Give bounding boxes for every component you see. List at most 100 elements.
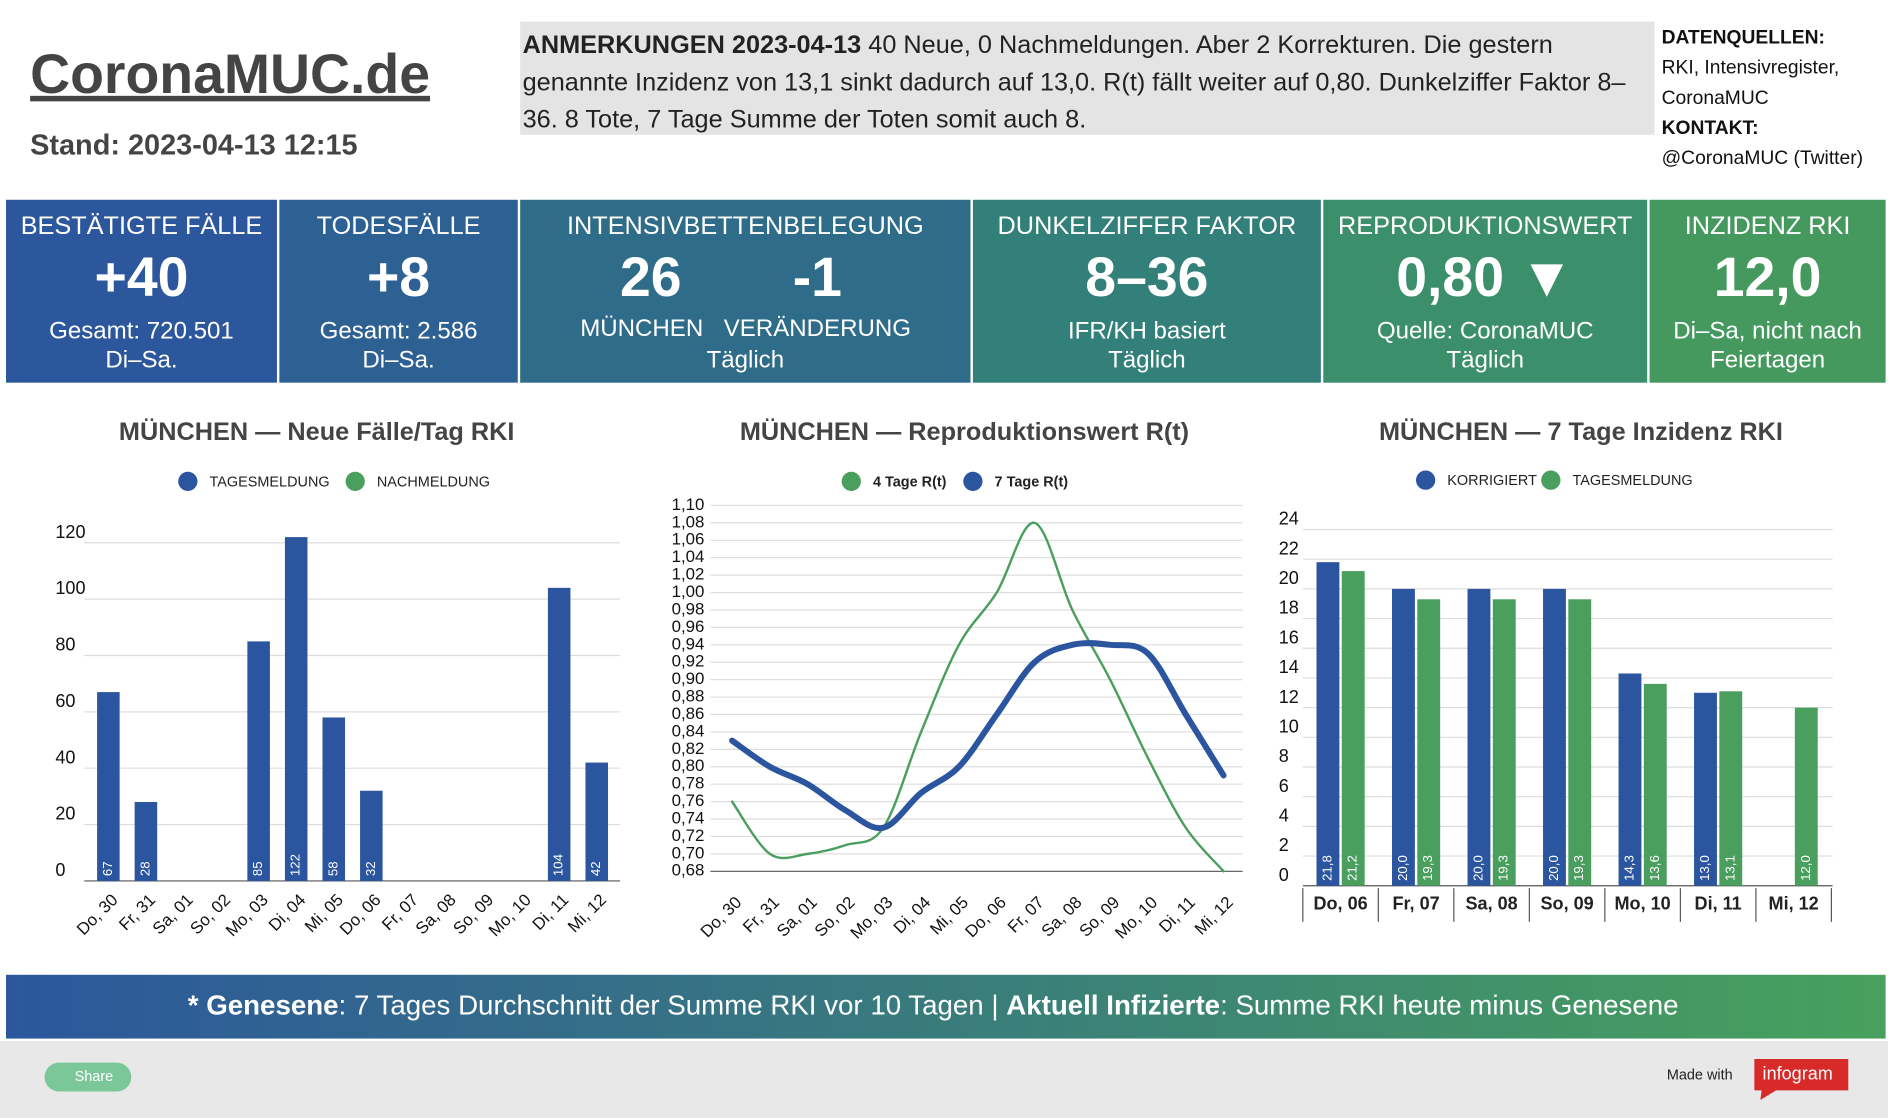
kpi-line: Di–Sa. <box>362 346 434 373</box>
data-label: 28 <box>137 861 152 876</box>
data-label: 12,0 <box>1798 855 1813 881</box>
y-tick-label: 0,74 <box>672 808 705 827</box>
y-tick-label: 120 <box>55 522 85 542</box>
y-tick-label: 1,06 <box>672 530 705 549</box>
bar <box>1643 683 1667 886</box>
kpi-line: Di–Sa. <box>105 346 177 373</box>
kpi-line: Gesamt: 720.501 <box>49 318 234 345</box>
y-tick-label: 24 <box>1279 509 1299 529</box>
x-tick-label: Do, 06 <box>336 890 385 939</box>
bar <box>1467 588 1491 886</box>
kpi-tile <box>520 199 971 383</box>
share-button[interactable] <box>44 1062 132 1092</box>
legend-label: TAGESMELDUNG <box>210 474 330 490</box>
kpi-line: IFR/KH basiert <box>1068 318 1226 345</box>
y-tick-label: 1,10 <box>672 495 705 514</box>
y-tick-label: 0,80 <box>672 756 705 775</box>
y-tick-label: 40 <box>55 747 75 767</box>
kpi-title: BESTÄTIGTE FÄLLE <box>21 212 263 240</box>
data-label: 104 <box>551 854 566 876</box>
share-label[interactable]: Share <box>75 1069 114 1085</box>
y-tick-label: 0,72 <box>672 826 705 845</box>
data-label: 14,3 <box>1621 855 1636 881</box>
kpi-tile <box>279 199 518 383</box>
kpi-line: Gesamt: 2.586 <box>320 318 478 345</box>
data-label: 20,0 <box>1546 855 1561 881</box>
legend-label: TAGESMELDUNG <box>1573 473 1693 489</box>
data-label: 19,3 <box>1571 855 1586 881</box>
y-tick-label: 22 <box>1279 538 1299 558</box>
legend-marker <box>1541 470 1561 490</box>
data-label: 32 <box>363 861 378 876</box>
data-label: 19,3 <box>1496 855 1511 881</box>
notes-box <box>520 21 1655 135</box>
y-tick-label: 6 <box>1279 776 1289 796</box>
brand-badge[interactable] <box>1754 1059 1849 1100</box>
y-tick-label: 20 <box>1279 568 1299 588</box>
kpi-line: Quelle: CoronaMUC <box>1377 318 1594 345</box>
sources-line: CoronaMUC <box>1662 88 1769 109</box>
line <box>730 521 1225 873</box>
kpi-title: TODESFÄLLE <box>317 212 481 240</box>
y-tick-label: 0,68 <box>672 861 705 880</box>
x-tick-label: Sa, 01 <box>149 890 197 938</box>
y-tick-label: 14 <box>1279 657 1299 677</box>
site-title: CoronaMUC.de <box>30 43 430 105</box>
y-tick-label: 8 <box>1279 746 1289 766</box>
kpi-title: INTENSIVBETTENBELEGUNG <box>567 212 924 240</box>
x-tick-label: Mo, 10 <box>1111 893 1161 943</box>
bar <box>1492 599 1516 886</box>
y-tick-label: 1,08 <box>672 512 705 531</box>
kpi-line: Di–Sa, nicht nach <box>1673 318 1862 345</box>
data-label: 42 <box>588 861 603 876</box>
kpi-tile <box>1649 199 1886 383</box>
y-tick-label: 16 <box>1279 627 1299 647</box>
sources-label: DATENQUELLEN: <box>1662 28 1825 49</box>
data-label: 58 <box>325 861 340 876</box>
data-label: 13,0 <box>1697 855 1712 881</box>
x-tick-label: Sa, 08 <box>412 890 460 938</box>
data-label: 19,3 <box>1420 855 1435 881</box>
kpi-tile <box>6 199 277 383</box>
y-tick-label: 10 <box>1279 716 1299 736</box>
y-tick-label: 0,88 <box>672 687 705 706</box>
legend-marker <box>841 471 861 492</box>
kpi-label: VERÄNDERUNG <box>724 315 911 342</box>
data-label: 20,0 <box>1470 855 1485 881</box>
kpi-value: 26 <box>620 246 682 308</box>
y-tick-label: 0,84 <box>672 721 705 740</box>
legend-label: KORRIGIERT <box>1447 473 1537 489</box>
legend-marker <box>963 471 983 492</box>
chart: MÜNCHEN — Reproduktionswert R(t) 4 Tage R… <box>672 417 1243 943</box>
bar <box>284 537 308 881</box>
y-tick-label: 80 <box>55 635 75 655</box>
notes-text: 40 Neue, 0 Nachmeldungen. Aber 2 Korrekt… <box>522 31 1626 134</box>
y-tick-label: 1,02 <box>672 565 705 584</box>
bar <box>1794 707 1818 886</box>
bar <box>360 790 383 881</box>
bar <box>1417 599 1441 886</box>
y-tick-label: 0,76 <box>672 791 705 810</box>
data-label: 20,0 <box>1395 855 1410 881</box>
data-label: 13,1 <box>1722 855 1737 881</box>
chart-title: MÜNCHEN — Neue Fälle/Tag RKI <box>119 417 515 446</box>
kpi-title: REPRODUKTIONSWERT <box>1338 212 1632 240</box>
y-tick-label: 0,86 <box>672 704 705 723</box>
bar <box>585 762 609 881</box>
notes-label: ANMERKUNGEN 2023-04-13 <box>522 31 862 59</box>
data-label: 13,6 <box>1647 855 1662 881</box>
brand[interactable]: infogram <box>1763 1063 1833 1083</box>
legend-label: 4 Tage R(t) <box>873 474 947 490</box>
kpi-value: 12,0 <box>1714 246 1822 308</box>
x-tick-label: Do, 06 <box>1313 894 1367 914</box>
bar <box>247 641 270 881</box>
x-tick-label: Di, 04 <box>265 890 310 935</box>
y-tick-label: 100 <box>55 578 85 598</box>
y-tick-label: 12 <box>1279 687 1299 707</box>
x-tick-label: Do, 30 <box>73 890 122 939</box>
x-tick-label: Mi, 12 <box>1769 894 1819 914</box>
contact: @CoronaMUC (Twitter) <box>1662 148 1863 169</box>
bar <box>1719 691 1743 886</box>
notes: ANMERKUNGEN 2023-04-13 40 Neue, 0 Nachme… <box>522 31 1626 134</box>
